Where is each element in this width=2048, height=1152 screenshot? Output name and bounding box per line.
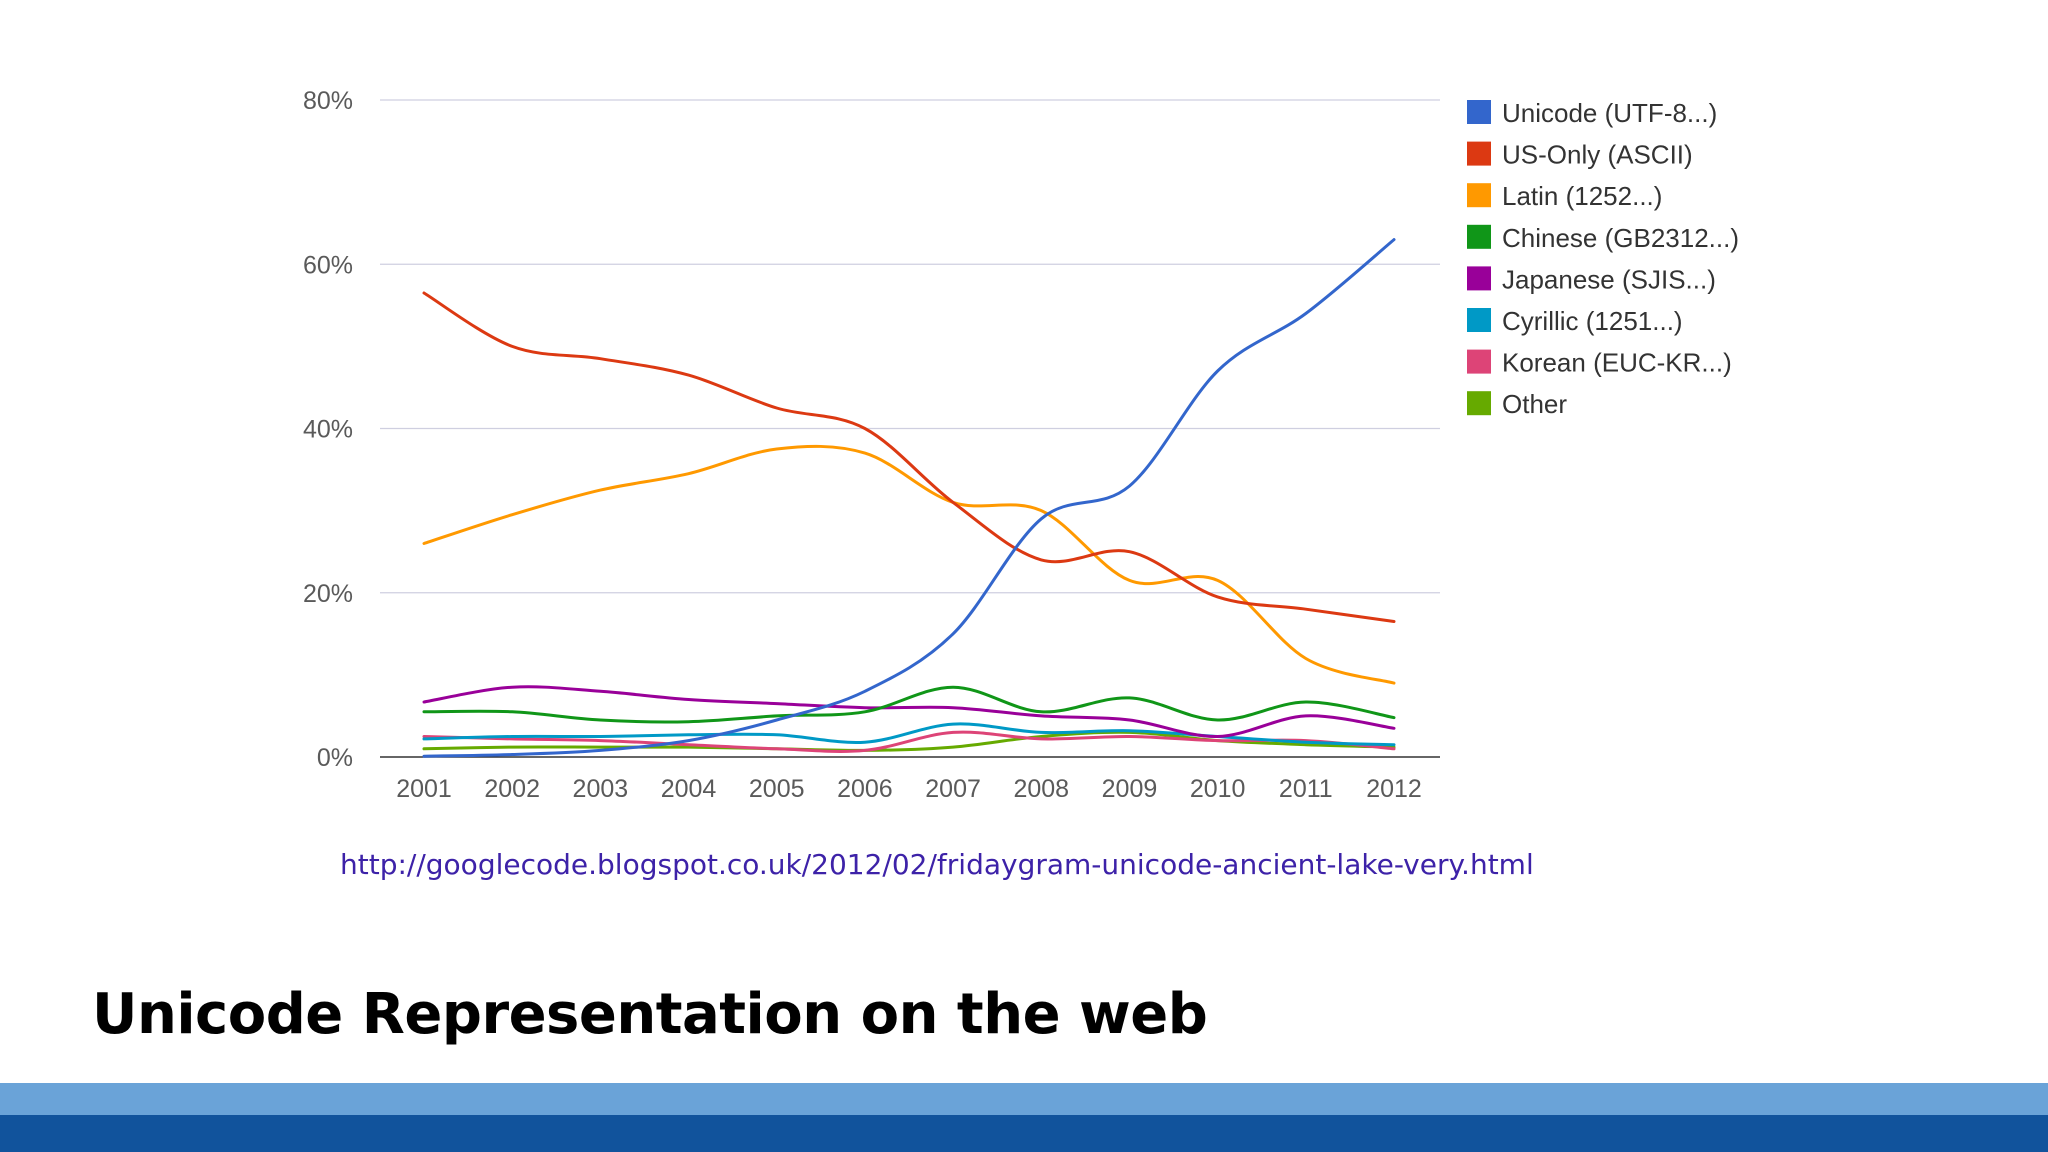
legend-swatch-cyrillic-1251 xyxy=(1467,308,1491,332)
series-line-latin-1252 xyxy=(422,444,1396,685)
axes: 0% 20% 40% 60% 80% 2001 2002 2003 2004 2005 2006 20… xyxy=(303,87,1440,803)
x-tick-label: 2009 xyxy=(1102,775,1158,803)
y-tick-label: 40% xyxy=(303,416,353,444)
series-lines xyxy=(422,238,1396,758)
legend-label-unicode-utf-8: Unicode (UTF-8...) xyxy=(1502,98,1717,128)
legend-label-japanese-sjis: Japanese (SJIS...) xyxy=(1502,264,1716,294)
x-tick-label: 2005 xyxy=(749,775,805,803)
gridlines xyxy=(380,99,1440,594)
legend: Unicode (UTF-8...) US-Only (ASCII) Latin (… xyxy=(1467,98,1739,419)
legend-label-latin-1252: Latin (1252...) xyxy=(1502,181,1662,211)
legend-label-cyrillic-1251: Cyrillic (1251...) xyxy=(1502,306,1683,336)
y-tick-label: 20% xyxy=(303,580,353,608)
x-tick-label: 2012 xyxy=(1366,775,1422,803)
x-tick-label: 2004 xyxy=(661,775,717,803)
legend-label-chinese-gb2312: Chinese (GB2312...) xyxy=(1502,223,1739,253)
series-line-unicode-utf-8 xyxy=(422,238,1396,758)
legend-swatch-chinese-gb2312 xyxy=(1467,224,1491,249)
x-tick-label: 2001 xyxy=(396,775,452,803)
legend-label-other: Other xyxy=(1502,389,1567,419)
y-tick-label: 80% xyxy=(303,87,353,115)
slide-title: Unicode Representation on the web xyxy=(92,982,1208,1047)
legend-swatch-korean-euc-kr xyxy=(1467,349,1491,374)
x-tick-label: 2011 xyxy=(1279,775,1333,803)
legend-swatch-latin-1252 xyxy=(1467,183,1491,208)
legend-label-us-only-ascii: US-Only (ASCII) xyxy=(1502,140,1693,170)
x-tick-label: 2010 xyxy=(1190,775,1246,803)
series-line-japanese-sjis xyxy=(422,685,1396,739)
footer-band-dark xyxy=(0,1115,2048,1152)
series-line-us-only-ascii xyxy=(422,291,1396,623)
legend-swatch-us-only-ascii xyxy=(1467,141,1491,166)
footer-band-light xyxy=(0,1083,2048,1115)
series-line-chinese-gb2312 xyxy=(422,685,1396,724)
x-tick-label: 2007 xyxy=(925,775,981,803)
x-tick-label: 2003 xyxy=(573,775,629,803)
x-tick-label: 2006 xyxy=(837,775,893,803)
y-tick-label: 60% xyxy=(303,251,353,279)
series-line-korean-euc-kr xyxy=(422,730,1396,753)
legend-swatch-other xyxy=(1467,391,1491,416)
x-tick-label: 2002 xyxy=(484,775,540,803)
legend-label-korean-euc-kr: Korean (EUC-KR...) xyxy=(1502,348,1732,378)
legend-swatch-japanese-sjis xyxy=(1467,266,1491,291)
x-tick-label: 2008 xyxy=(1013,775,1069,803)
y-tick-label: 0% xyxy=(317,744,353,772)
source-link[interactable]: http://googlecode.blogspot.co.uk/2012/02… xyxy=(340,848,1534,881)
legend-swatch-unicode-utf-8 xyxy=(1467,100,1491,124)
